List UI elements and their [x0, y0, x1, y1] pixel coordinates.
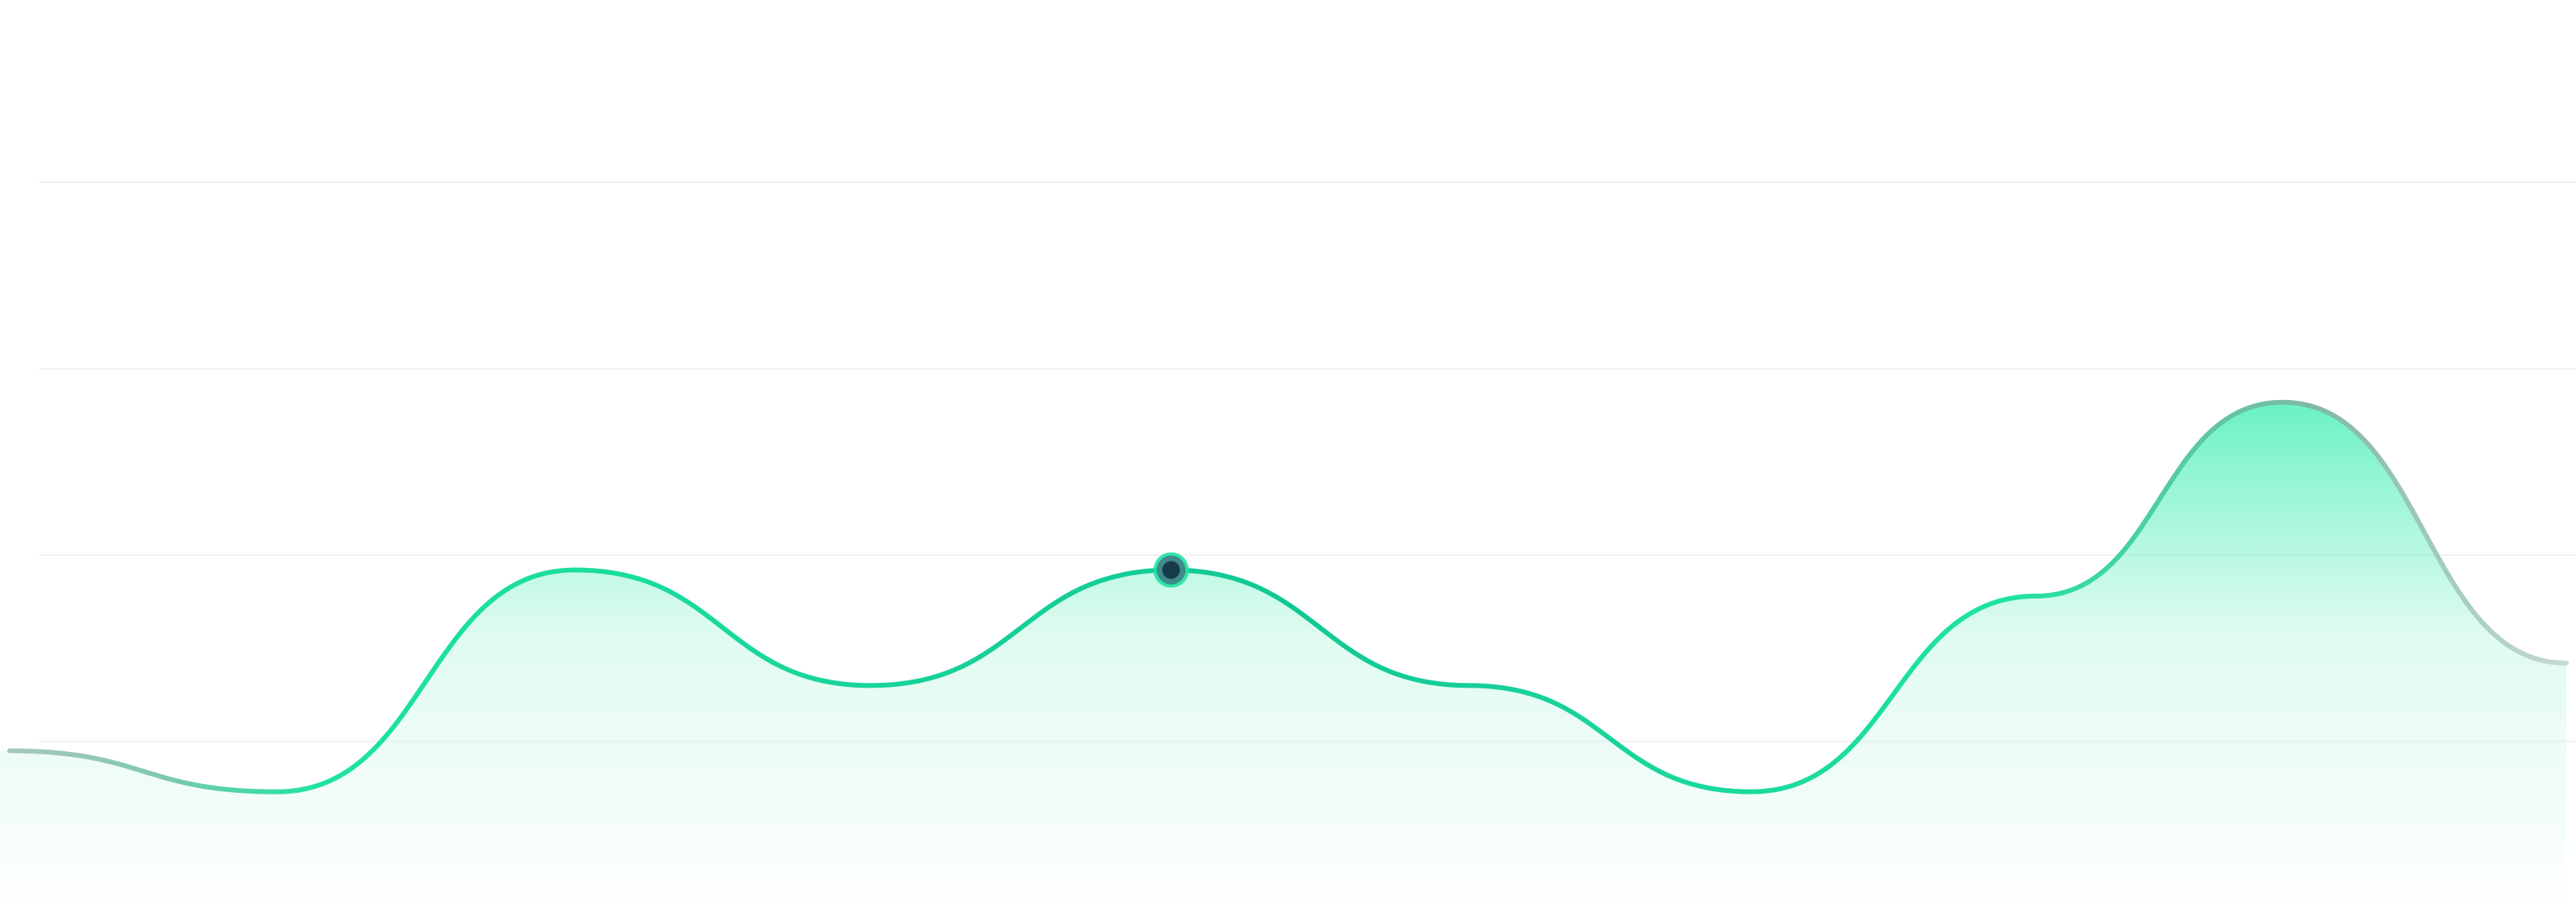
- data-point: [868, 682, 874, 688]
- area-fill: [0, 402, 2566, 923]
- data-point: [2033, 593, 2039, 599]
- data-point: [572, 567, 578, 574]
- series-line: [7, 399, 2569, 794]
- data-point: [274, 789, 280, 795]
- data-point: [2280, 399, 2286, 406]
- data-point: [2563, 660, 2570, 667]
- data-point: [1466, 682, 1472, 688]
- data-points: [6, 399, 2570, 795]
- data-point: [6, 748, 13, 754]
- data-point: [1748, 789, 1754, 795]
- highlight-marker: [1162, 561, 1180, 579]
